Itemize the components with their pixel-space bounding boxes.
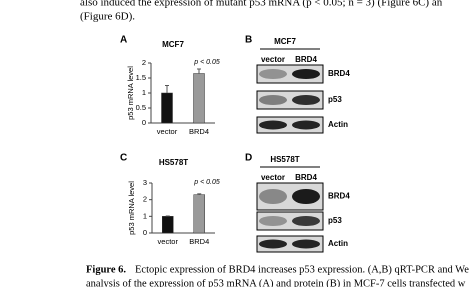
caption-text: analysis of the expression of p53 mRNA (… (86, 278, 466, 287)
caption-label: Figure 6. (86, 264, 126, 275)
body-text: (Figure 6D). (80, 11, 135, 23)
y-tick-label: 1 (142, 88, 146, 97)
x-tick-label: vector (157, 127, 178, 136)
bar (162, 216, 174, 234)
y-tick-label: 2 (142, 58, 146, 67)
y-tick-label: 0.5 (136, 103, 146, 112)
blot-band (292, 188, 320, 205)
blot-title: HS578T (270, 155, 299, 164)
panel-label: D (245, 153, 252, 164)
chart-title: MCF7 (162, 40, 184, 49)
blot-band (292, 120, 320, 130)
row-label: Actin (328, 120, 348, 129)
lane-label: vector (261, 55, 285, 64)
lane-label: BRD4 (295, 173, 317, 182)
y-tick-label: 1 (143, 211, 147, 220)
blot-band (259, 215, 287, 227)
annotation: p < 0.05 (193, 179, 220, 186)
y-axis-label: p53 mRNA level (126, 66, 135, 120)
y-axis-label: p53 mRNA level (127, 181, 136, 235)
y-tick-label: 3 (143, 178, 147, 187)
y-tick-label: 1.5 (136, 73, 146, 82)
blot-band (292, 68, 320, 80)
x-tick-label: BRD4 (189, 237, 209, 246)
chart-title: HS578T (159, 158, 188, 167)
bar (193, 194, 205, 234)
panel-label: B (245, 35, 252, 46)
body-text: also induced the expression of mutant p5… (80, 0, 443, 9)
blot-band (259, 120, 287, 130)
bar (161, 92, 173, 124)
y-tick-label: 0 (143, 228, 147, 237)
x-tick-label: vector (158, 237, 179, 246)
row-label: BRD4 (328, 69, 350, 78)
row-label: p53 (328, 95, 342, 104)
panel-label: A (120, 35, 127, 46)
blot-title: MCF7 (274, 37, 296, 46)
row-label: p53 (328, 216, 342, 225)
blot-band (292, 215, 320, 227)
blot-band (292, 94, 320, 106)
blot-band (259, 68, 287, 80)
caption-text: Ectopic expression of BRD4 increases p53… (135, 264, 469, 275)
row-label: BRD4 (328, 192, 350, 201)
blot-band (292, 239, 320, 249)
x-tick-label: BRD4 (189, 127, 209, 136)
y-tick-label: 2 (143, 195, 147, 204)
lane-label: vector (261, 173, 285, 182)
blot-band (259, 94, 287, 106)
blot-band (259, 188, 287, 205)
row-label: Actin (328, 239, 348, 248)
annotation: p < 0.05 (193, 59, 220, 66)
y-tick-label: 0 (142, 118, 146, 127)
blot-band (259, 239, 287, 249)
lane-label: BRD4 (295, 55, 317, 64)
panel-label: C (120, 153, 127, 164)
bar (193, 73, 205, 124)
